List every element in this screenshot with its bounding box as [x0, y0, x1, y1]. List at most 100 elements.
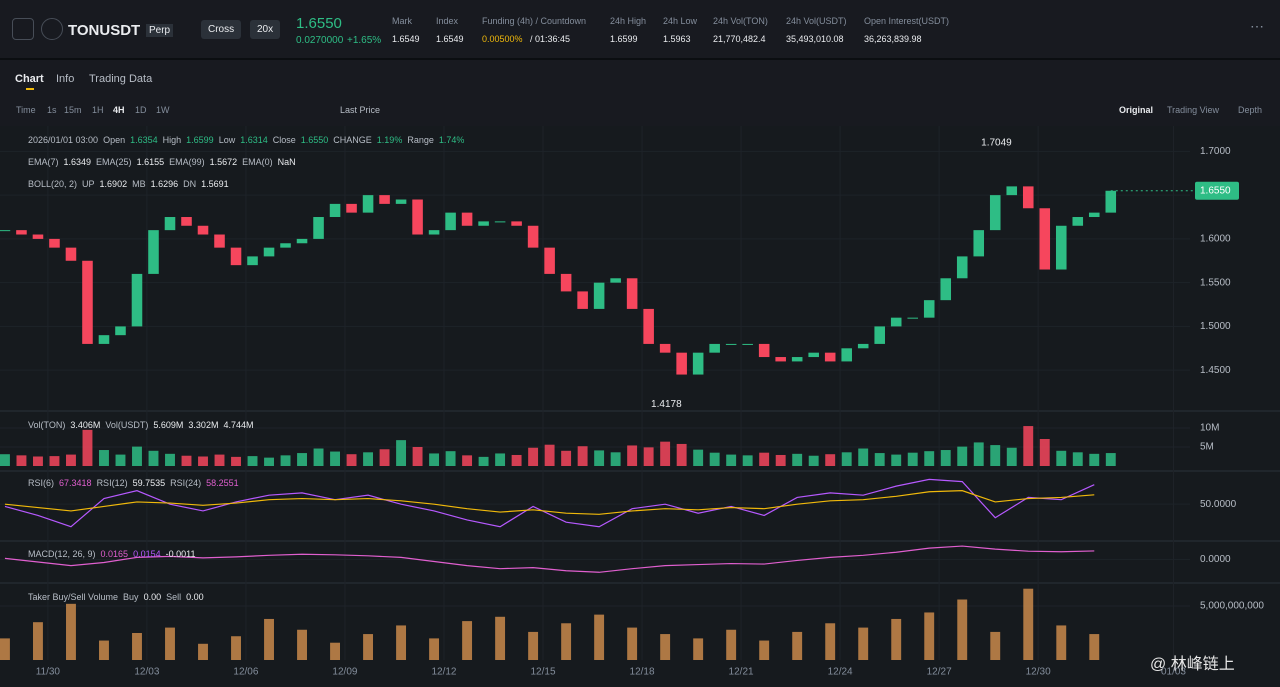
- bar: [726, 629, 737, 660]
- candle: [247, 256, 258, 266]
- info-text: Low: [218, 135, 236, 145]
- info-text: 1.74%: [438, 135, 465, 145]
- y-tick-label: 1.7000: [1200, 146, 1231, 157]
- candle: [824, 352, 836, 362]
- info-text: 1.6599: [186, 135, 214, 145]
- interval[interactable]: 1W: [156, 105, 170, 115]
- candle: [758, 343, 770, 358]
- symbol[interactable]: TONUSDT: [68, 22, 141, 39]
- info-text: 1.6314: [240, 135, 268, 145]
- candle: [280, 243, 291, 248]
- info-text: 1.5672: [209, 157, 238, 167]
- view[interactable]: Trading View: [1167, 105, 1220, 115]
- bar: [214, 454, 225, 466]
- stat-extra: / 01:36:45: [530, 34, 571, 44]
- candle: [1022, 186, 1034, 209]
- info-text: 0.0154: [133, 549, 161, 559]
- info-text: Sell: [166, 592, 182, 602]
- info-text: 5.609M: [153, 420, 184, 430]
- info-text: High: [162, 135, 182, 145]
- bar: [990, 445, 1001, 466]
- y-tick-label: 1.5000: [1200, 321, 1231, 332]
- info-text: UP: [82, 179, 95, 189]
- candle: [676, 352, 687, 375]
- interval[interactable]: 15m: [64, 105, 82, 115]
- bar: [16, 455, 27, 466]
- candle: [874, 326, 885, 344]
- candle: [329, 203, 341, 218]
- stat-value: 21,770,482.4: [713, 34, 766, 44]
- stat-label: Index: [436, 16, 459, 26]
- candle: [1055, 225, 1067, 270]
- candle: [1105, 190, 1117, 213]
- view[interactable]: Depth: [1238, 105, 1263, 115]
- candle: [230, 247, 242, 266]
- info-text: EMA(0): [242, 157, 273, 167]
- candle: [1006, 186, 1018, 196]
- bar: [1105, 453, 1116, 466]
- price-type[interactable]: Last Price: [340, 105, 381, 115]
- bar: [1089, 634, 1100, 660]
- candle: [659, 343, 671, 353]
- bar: [1056, 450, 1067, 466]
- bar: [478, 456, 489, 466]
- info-text: 3.406M: [70, 420, 101, 430]
- more[interactable]: ⋯: [1250, 18, 1264, 34]
- info-text: Taker Buy/Sell Volume: [28, 592, 119, 602]
- candle: [626, 278, 638, 309]
- candle: [82, 260, 93, 344]
- info-text: 3.302M: [188, 420, 219, 430]
- y-tick-label: 5,000,000,000: [1200, 601, 1264, 612]
- tab[interactable]: Chart: [15, 73, 44, 85]
- bar: [940, 450, 951, 466]
- bar: [363, 634, 374, 660]
- candle: [791, 357, 803, 362]
- tab[interactable]: Trading Data: [89, 73, 153, 85]
- candle: [445, 212, 456, 231]
- candle: [940, 278, 952, 301]
- interval[interactable]: 4H: [113, 105, 125, 115]
- bar: [726, 454, 737, 466]
- bar: [528, 631, 539, 660]
- info-text: 1.6902: [99, 179, 128, 189]
- bar: [577, 446, 588, 466]
- candle: [890, 317, 902, 327]
- info-text: 1.5691: [201, 179, 229, 189]
- info-text: 0.00: [143, 592, 162, 602]
- interval[interactable]: 1D: [135, 105, 147, 115]
- y-tick-label: 50.0000: [1200, 499, 1237, 510]
- bar: [462, 621, 473, 660]
- bar: [660, 634, 671, 660]
- bar: [49, 456, 60, 466]
- leverage[interactable]: 20x: [250, 20, 281, 39]
- bar: [594, 450, 605, 466]
- info-text: 1.6354: [130, 135, 158, 145]
- stat-value: 1.6599: [610, 34, 638, 44]
- bar: [0, 454, 10, 466]
- x-tick-label: 12/03: [134, 667, 159, 678]
- coin-icon: [41, 18, 63, 40]
- view[interactable]: Original: [1119, 105, 1154, 115]
- bar: [429, 638, 440, 660]
- y-tick-label: 1.4500: [1200, 365, 1231, 376]
- bar: [429, 453, 440, 466]
- extreme-label: 1.7049: [981, 138, 1012, 149]
- bar: [709, 452, 720, 466]
- candle: [115, 326, 126, 336]
- info-text: MB: [132, 179, 146, 189]
- interval[interactable]: 1H: [92, 105, 104, 115]
- info-text: Range: [407, 135, 434, 145]
- bar: [1006, 447, 1017, 466]
- bar: [330, 451, 340, 466]
- interval[interactable]: 1s: [47, 105, 57, 115]
- bar: [924, 612, 935, 660]
- interval: Time: [16, 105, 36, 115]
- last-price-label: 1.6550: [1200, 185, 1231, 196]
- x-tick-label: 12/15: [530, 667, 555, 678]
- bar: [82, 429, 93, 466]
- tab-indicator: [26, 88, 34, 90]
- margin[interactable]: Cross: [201, 20, 242, 39]
- tab[interactable]: Info: [56, 73, 75, 85]
- favorite[interactable]: [12, 18, 34, 40]
